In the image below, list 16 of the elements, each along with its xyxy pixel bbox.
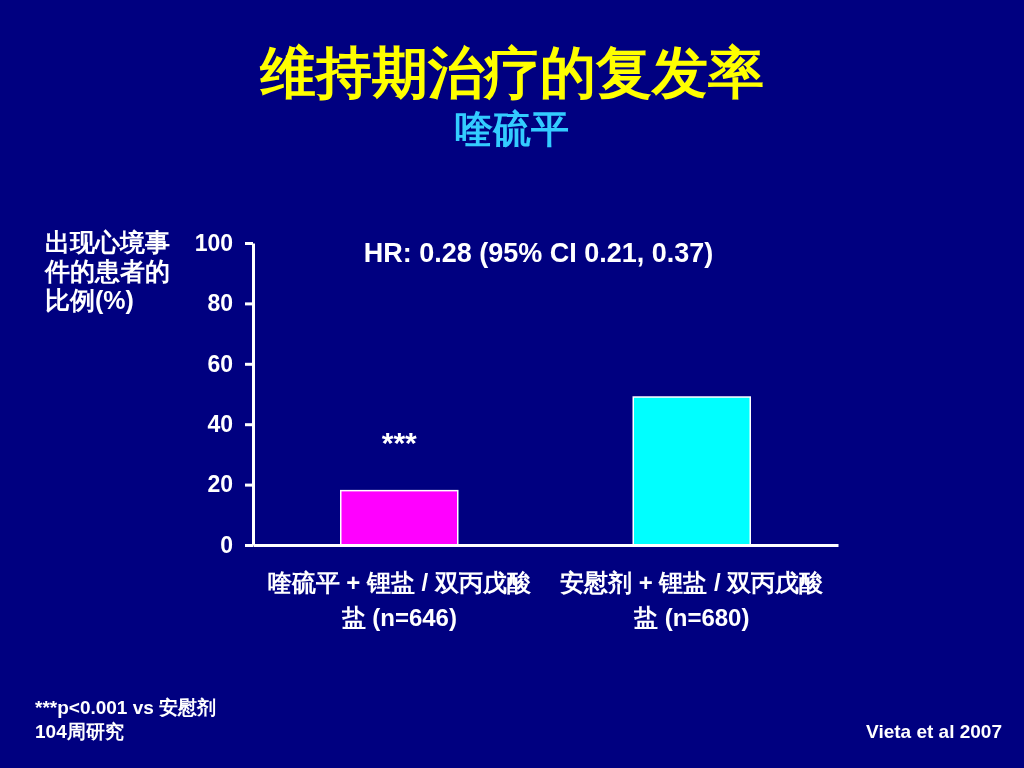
chart-title: 维持期治疗的复发率 [259, 41, 764, 104]
annotation: *** [381, 425, 418, 459]
y-tick-label: 100 [194, 229, 233, 256]
text: 104周研究 [35, 721, 124, 742]
text: Vieta et al 2007 [866, 721, 1002, 742]
y-tick-label: 60 [207, 350, 233, 377]
y-tick-label: 80 [207, 290, 233, 317]
annotation: HR: 0.28 (95% CI 0.21, 0.37) [363, 238, 714, 268]
y-tick-label: 20 [207, 471, 233, 498]
x-tick-label: 喹硫平 + 锂盐 / 双丙戊酸盐 (n=646) [267, 569, 532, 631]
chart-subtitle: 喹硫平 [455, 108, 569, 150]
text: ***p<0.001 vs 安慰剂 [35, 697, 217, 718]
y-axis-title: 出现心境事件的患者的比例(%) [44, 228, 170, 314]
y-tick-label: 40 [207, 411, 233, 438]
x-tick-label: 安慰剂 + 锂盐 / 双丙戊酸盐 (n=680) [560, 569, 825, 631]
y-tick-label: 0 [220, 531, 233, 558]
